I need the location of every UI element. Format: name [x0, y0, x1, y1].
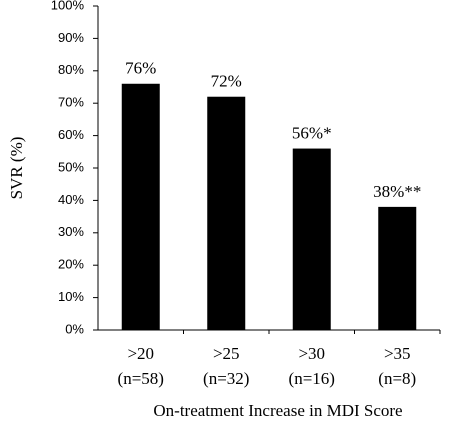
value-label: 72%	[211, 72, 242, 91]
value-label: 76%	[125, 59, 156, 78]
x-tick-label: >35	[384, 344, 411, 363]
y-tick-label: 30%	[58, 224, 84, 239]
y-tick-label: 40%	[58, 192, 84, 207]
x-tick-label: (n=8)	[378, 369, 416, 388]
bar	[292, 148, 331, 330]
y-tick-label: 20%	[58, 257, 84, 272]
y-tick-label: 70%	[58, 95, 84, 110]
x-axis-title: On-treatment Increase in MDI Score	[153, 401, 402, 420]
bar	[378, 206, 417, 330]
x-tick-label: (n=32)	[203, 369, 249, 388]
y-tick-label: 100%	[51, 0, 85, 12]
value-label: 38%**	[373, 182, 421, 201]
value-label: 56%*	[292, 123, 332, 142]
y-axis-title: SVR (%)	[7, 137, 26, 200]
bar	[207, 96, 246, 330]
bar	[121, 83, 160, 330]
y-tick-label: 90%	[58, 30, 84, 45]
y-tick-label: 10%	[58, 289, 84, 304]
x-tick-label: (n=58)	[118, 369, 164, 388]
x-tick-label: >25	[213, 344, 240, 363]
y-tick-label: 80%	[58, 62, 84, 77]
x-tick-label: (n=16)	[289, 369, 335, 388]
x-tick-label: >30	[298, 344, 325, 363]
y-tick-label: 60%	[58, 127, 84, 142]
y-tick-label: 0%	[65, 321, 84, 336]
x-tick-label: >20	[127, 344, 154, 363]
y-tick-label: 50%	[58, 159, 84, 174]
